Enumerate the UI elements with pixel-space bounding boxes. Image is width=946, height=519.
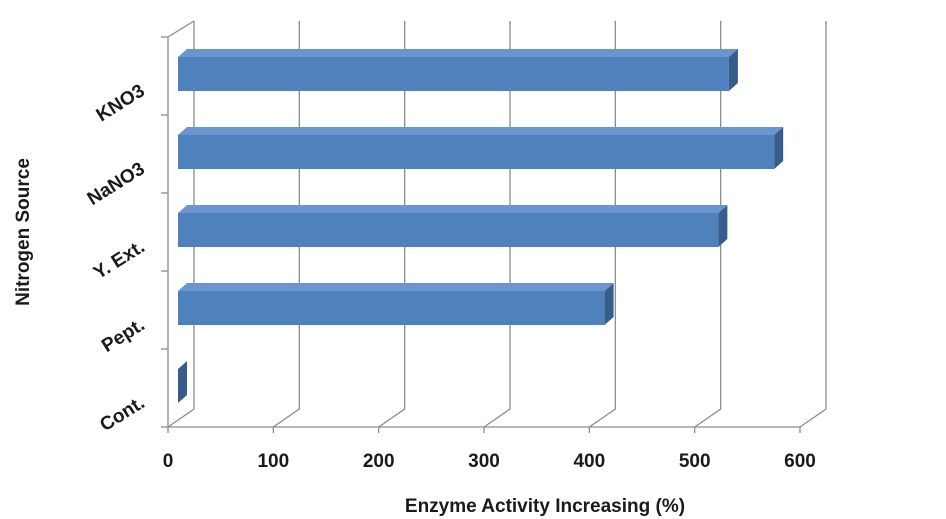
bar <box>178 361 187 403</box>
gridlines <box>167 21 827 428</box>
bar-side-face <box>178 361 187 403</box>
bars <box>178 49 784 403</box>
y-tick-label: KNO3 <box>93 80 149 126</box>
bar <box>178 49 738 91</box>
back-wall-edge <box>167 20 195 38</box>
gridline-x <box>799 21 827 428</box>
x-tick-label: 0 <box>163 451 174 472</box>
y-tick-label: NaNO3 <box>84 158 149 209</box>
y-axis-title: Nitrogen Source <box>13 158 34 306</box>
x-tick-label: 200 <box>363 451 395 472</box>
bar-side-face <box>728 49 738 91</box>
x-tick-label: 300 <box>468 451 500 472</box>
bar-side-face <box>718 205 728 247</box>
bar-top-face <box>178 49 738 57</box>
bar-side-face <box>604 283 614 325</box>
x-tick-label: 400 <box>573 451 605 472</box>
y-tick-label: Cont. <box>96 392 148 436</box>
bar-top-face <box>178 127 784 135</box>
bar-front-face <box>178 213 719 247</box>
bar-front-face <box>178 135 775 169</box>
y-tick-label: Pept. <box>98 314 149 356</box>
x-tick-label: 500 <box>679 451 711 472</box>
y-tick-labels: Cont. Pept. Y. Ext. NaNO3 KNO3 <box>84 80 149 436</box>
bar <box>178 127 784 169</box>
bar-front-face <box>178 57 729 91</box>
bar <box>178 205 728 247</box>
bar-top-face <box>178 205 728 213</box>
axes <box>161 20 801 433</box>
x-axis-title: Enzyme Activity Increasing (%) <box>405 496 685 517</box>
bar-top-face <box>178 283 614 291</box>
x-tick-labels: 0 100 200 300 400 500 600 <box>163 451 816 472</box>
x-tick-label: 600 <box>784 451 816 472</box>
bar-side-face <box>774 127 784 169</box>
bar <box>178 283 614 325</box>
x-tick-label: 100 <box>257 451 289 472</box>
bar-front-face <box>178 291 605 325</box>
y-tick-label: Y. Ext. <box>90 236 149 283</box>
